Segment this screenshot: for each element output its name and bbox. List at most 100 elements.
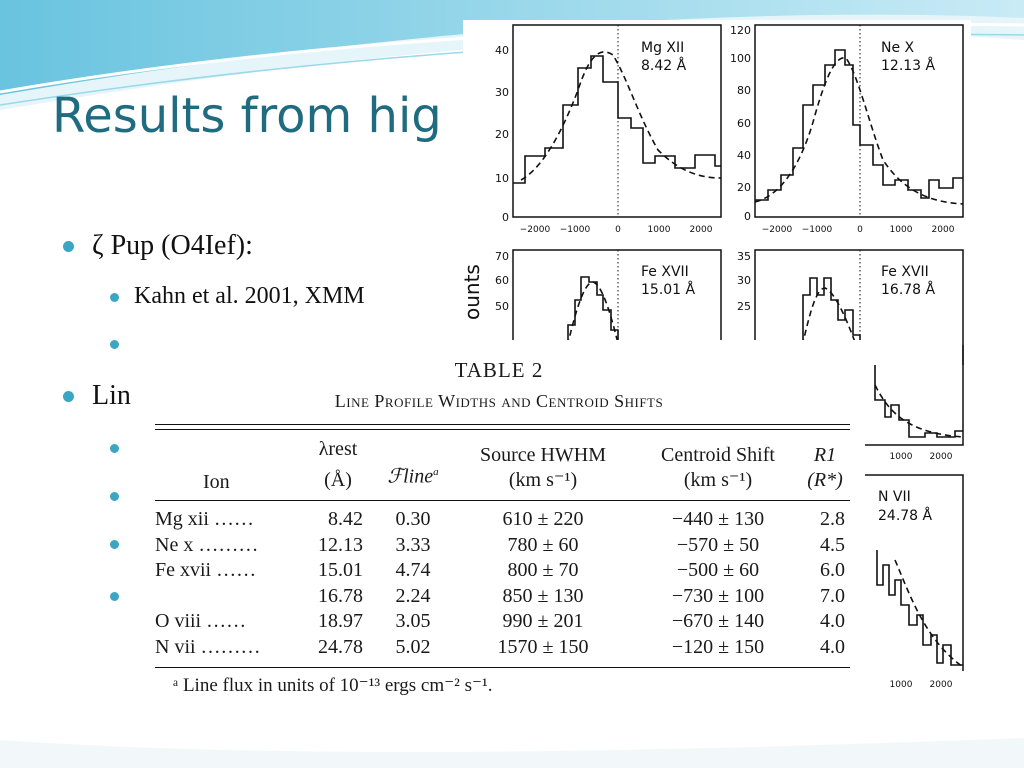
panel-ion-label: Fe XVII (881, 264, 929, 280)
bullet-dot (110, 293, 119, 302)
model-curve (894, 559, 964, 668)
panel-frame (512, 24, 722, 218)
cell-ion: N vii ……… (155, 635, 261, 658)
x-tick-label: 1000 (890, 225, 913, 235)
x-tick-label: −1000 (560, 225, 591, 235)
cell-rest-wavelength: 24.78 (318, 635, 363, 658)
bullet-dot (110, 340, 119, 349)
table-subtitle: Line Profile Widths and Centroid Shifts (334, 391, 664, 411)
bullet-lines: Lin (63, 380, 131, 412)
observed-histogram (513, 55, 721, 184)
cell-centroid-shift: −570 ± 50 (676, 533, 760, 556)
cell-r1: 4.0 (820, 635, 845, 658)
model-curve (520, 51, 722, 181)
cell-ion: Fe xvii …… (155, 559, 257, 581)
bullet-text: ζ Pup (O4Ief): (92, 230, 253, 261)
y-tick-label: 60 (495, 274, 509, 287)
x-tick-label: 1000 (648, 225, 671, 235)
header-line-flux-text: ℱline (387, 465, 434, 488)
cell-centroid-shift: −730 ± 100 (671, 584, 765, 607)
cell-r1: 4.0 (820, 610, 845, 632)
cell-ion: Ne x ……… (155, 533, 259, 556)
cell-centroid-shift: −670 ± 140 (671, 610, 765, 632)
table-row: Mg xii …… 8.42 0.30 610 ± 220 −440 ± 130… (133, 507, 865, 533)
cell-rest-wavelength: 15.01 (318, 559, 363, 581)
y-tick-label: 20 (737, 181, 751, 194)
header-line-flux-note: a (433, 466, 439, 478)
panel-frame (754, 24, 964, 218)
x-tick-label: 2000 (690, 225, 713, 235)
cell-ion: O viii …… (155, 610, 247, 632)
header-line-flux: ℱlinea (383, 460, 443, 490)
cell-line-flux: 4.74 (395, 559, 431, 581)
y-axis-label: ounts (463, 264, 484, 320)
header-ion: Ion (203, 471, 230, 493)
panel-n-vii: N VII 24.78 Å 1000 2000 (865, 474, 964, 690)
y-tick-label: 25 (737, 300, 751, 313)
x-tick-label: 2000 (930, 452, 953, 462)
y-tick-label: 20 (495, 128, 509, 141)
panel-wavelength-label: 16.78 Å (881, 281, 936, 298)
y-tick-label: 100 (730, 52, 751, 65)
bullet-kahn-xmm: Kahn et al. 2001, XMM (110, 283, 365, 310)
bullet-dot (110, 540, 119, 549)
slide-title: Results from hig (52, 88, 442, 144)
header-rest-wavelength: λrest (318, 438, 358, 460)
x-tick-label: 2000 (932, 225, 955, 235)
table-bottom-rule (155, 667, 850, 669)
cell-line-flux: 2.24 (395, 584, 431, 607)
y-tick-label: 10 (495, 172, 509, 185)
panel-wavelength-label: 12.13 Å (881, 57, 936, 74)
header-centroid-shift-unit: (km s⁻¹) (683, 469, 753, 491)
header-hwhm-unit: (km s⁻¹) (508, 469, 578, 491)
table-row: O viii …… 18.97 3.05 990 ± 201 −670 ± 14… (133, 609, 865, 635)
panel-wavelength-label: 15.01 Å (641, 281, 696, 298)
cell-centroid-shift: −120 ± 150 (671, 635, 765, 658)
model-curve (797, 287, 864, 365)
y-tick-label: 120 (730, 24, 751, 37)
panel-fe-xvii-16-tail: 1000 2000 (865, 345, 964, 462)
table-header-rule (155, 500, 850, 502)
table-top-rule (155, 424, 850, 426)
table-row: 16.78 2.24 850 ± 130 −730 ± 100 7.0 (133, 584, 865, 610)
x-tick-label: 0 (857, 225, 863, 235)
bullet-text: Kahn et al. 2001, XMM (134, 283, 365, 309)
table-top-rule (155, 429, 850, 431)
cell-hwhm: 780 ± 60 (507, 533, 579, 556)
observed-histogram (874, 365, 963, 438)
panel-ion-label: N VII (878, 489, 911, 505)
bullet-dot (63, 241, 74, 252)
y-tick-label: 35 (737, 250, 751, 263)
x-tick-label: 1000 (890, 452, 913, 462)
header-centroid-shift: Centroid Shift (661, 444, 775, 466)
x-tick-label: −2000 (762, 225, 793, 235)
cell-rest-wavelength: 12.13 (318, 533, 363, 556)
panel-ion-label: Mg XII (641, 40, 684, 56)
panel-ne-x: Ne X 12.13 Å 120 100 80 60 40 20 0 −2000… (730, 24, 964, 235)
header-r1-unit: (R*) (807, 469, 843, 491)
cell-hwhm: 800 ± 70 (507, 559, 579, 581)
y-tick-label: 0 (744, 210, 751, 223)
cell-hwhm: 1570 ± 150 (497, 635, 589, 658)
cell-hwhm: 850 ± 130 (502, 584, 584, 607)
panel-ion-label: Fe XVII (641, 264, 689, 280)
cell-r1: 7.0 (820, 584, 845, 607)
cell-rest-wavelength: 16.78 (318, 584, 363, 607)
bullet-zeta-pup: ζ Pup (O4Ief): (63, 230, 253, 262)
line-profile-figure: ounts Mg XII 8.42 Å 40 30 20 10 0 −2000 … (463, 20, 971, 365)
cell-line-flux: 0.30 (395, 508, 431, 530)
x-tick-label: 0 (615, 225, 621, 235)
x-tick-label: 1000 (890, 680, 913, 690)
panel-frame (865, 345, 964, 446)
x-tick-label: 2000 (930, 680, 953, 690)
table-row: Ne x ……… 12.13 3.33 780 ± 60 −570 ± 50 4… (133, 533, 865, 559)
model-curve (754, 57, 964, 205)
cell-line-flux: 3.33 (395, 533, 431, 556)
cell-r1: 6.0 (820, 559, 845, 581)
cell-centroid-shift: −500 ± 60 (676, 559, 760, 581)
y-tick-label: 70 (495, 250, 509, 263)
bullet-dot (110, 492, 119, 501)
model-curve (874, 384, 964, 438)
bullet-dot (63, 391, 74, 402)
panel-fe-xvii-16: Fe XVII 16.78 Å 35 30 25 (737, 249, 964, 365)
